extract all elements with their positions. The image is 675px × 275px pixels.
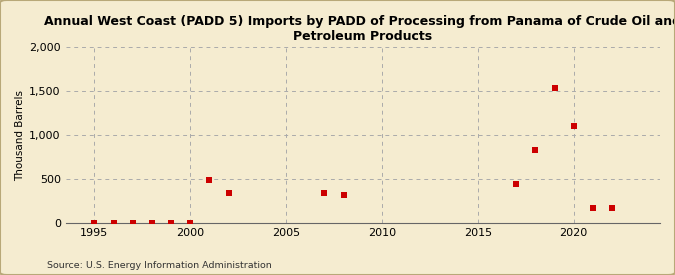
Point xyxy=(146,221,157,225)
Point xyxy=(511,182,522,186)
Point xyxy=(223,191,234,195)
Point xyxy=(165,221,176,225)
Y-axis label: Thousand Barrels: Thousand Barrels xyxy=(15,90,25,181)
Point xyxy=(568,124,579,128)
Point xyxy=(204,178,215,182)
Point xyxy=(607,205,618,210)
Title: Annual West Coast (PADD 5) Imports by PADD of Processing from Panama of Crude Oi: Annual West Coast (PADD 5) Imports by PA… xyxy=(45,15,675,43)
Point xyxy=(587,205,598,210)
Text: Source: U.S. Energy Information Administration: Source: U.S. Energy Information Administ… xyxy=(47,260,272,270)
Point xyxy=(549,86,560,90)
Point xyxy=(185,221,196,225)
Point xyxy=(338,192,349,197)
Point xyxy=(108,221,119,225)
Point xyxy=(319,191,330,195)
Point xyxy=(128,221,138,225)
Point xyxy=(530,148,541,152)
Point xyxy=(89,221,100,225)
